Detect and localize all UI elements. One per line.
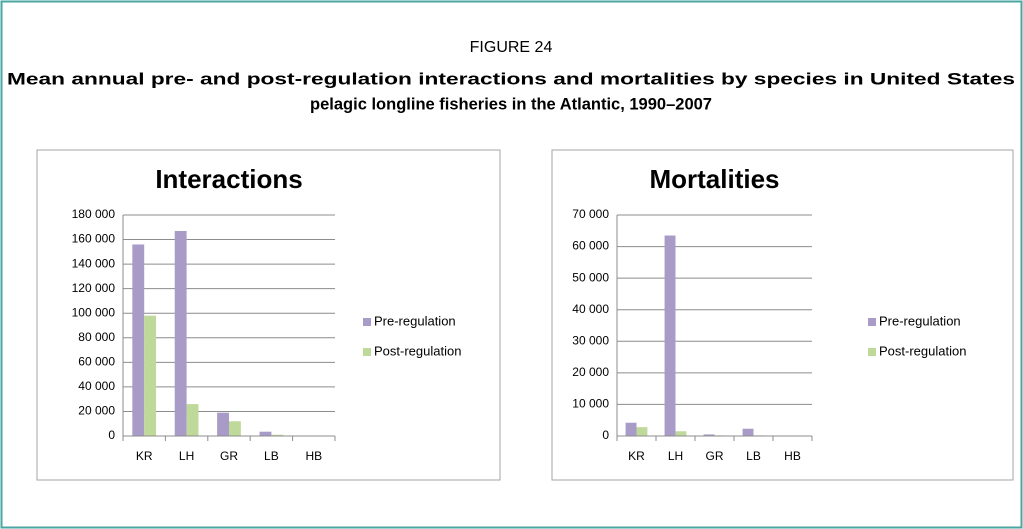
chart-title: Interactions — [155, 164, 302, 194]
legend-swatch — [363, 318, 371, 326]
y-tick-label: 140 000 — [72, 256, 116, 270]
bar — [271, 434, 284, 436]
x-tick-label: GR — [220, 449, 238, 463]
chart-frame — [36, 149, 501, 481]
x-tick-label: HB — [305, 449, 322, 463]
x-tick-label: LB — [264, 449, 279, 463]
y-tick-label: 30 000 — [572, 333, 609, 347]
figure-title: Mean annual pre- and post-regulation int… — [7, 70, 1015, 88]
y-tick-label: 60 000 — [572, 239, 609, 253]
x-tick-label: LH — [668, 449, 683, 463]
y-tick-label: 100 000 — [72, 305, 116, 319]
y-tick-label: 0 — [602, 428, 609, 442]
y-tick-label: 160 000 — [72, 232, 116, 246]
y-tick-label: 80 000 — [78, 330, 115, 344]
y-tick-label: 40 000 — [572, 302, 609, 316]
y-tick-label: 20 000 — [78, 404, 115, 418]
x-tick-label: KR — [628, 449, 645, 463]
bar — [742, 428, 754, 436]
bar — [229, 421, 241, 436]
bar — [174, 230, 187, 436]
y-tick-label: 180 000 — [72, 207, 116, 221]
y-tick-label: 0 — [108, 428, 115, 442]
figure-label: FIGURE 24 — [470, 39, 553, 56]
y-tick-label: 10 000 — [572, 397, 609, 411]
bar — [144, 315, 157, 436]
legend-label: Pre-regulation — [374, 313, 456, 328]
bar — [259, 431, 272, 436]
legend-label: Post-regulation — [879, 343, 966, 358]
x-tick-label: HB — [784, 449, 801, 463]
y-tick-label: 20 000 — [572, 365, 609, 379]
legend-swatch — [363, 348, 371, 356]
legend-swatch — [868, 318, 876, 326]
bar — [703, 434, 715, 436]
x-tick-label: KR — [136, 449, 153, 463]
legend-swatch — [868, 348, 876, 356]
y-tick-label: 40 000 — [78, 379, 115, 393]
chart-title: Mortalities — [649, 164, 779, 194]
legend-label: Pre-regulation — [879, 313, 961, 328]
x-tick-label: LH — [179, 449, 194, 463]
y-tick-label: 120 000 — [72, 281, 116, 295]
bar — [636, 427, 648, 436]
y-tick-label: 50 000 — [572, 270, 609, 284]
bar — [675, 431, 687, 436]
bar — [132, 244, 145, 436]
bar — [625, 422, 637, 436]
x-tick-label: GR — [706, 449, 724, 463]
x-tick-label: LB — [746, 449, 761, 463]
bar — [186, 404, 199, 436]
y-tick-label: 70 000 — [572, 207, 609, 221]
figure-title: pelagic longline fisheries in the Atlant… — [310, 95, 712, 113]
bar — [217, 412, 229, 436]
y-tick-label: 60 000 — [78, 355, 115, 369]
legend-label: Post-regulation — [374, 343, 461, 358]
bar — [664, 235, 676, 436]
